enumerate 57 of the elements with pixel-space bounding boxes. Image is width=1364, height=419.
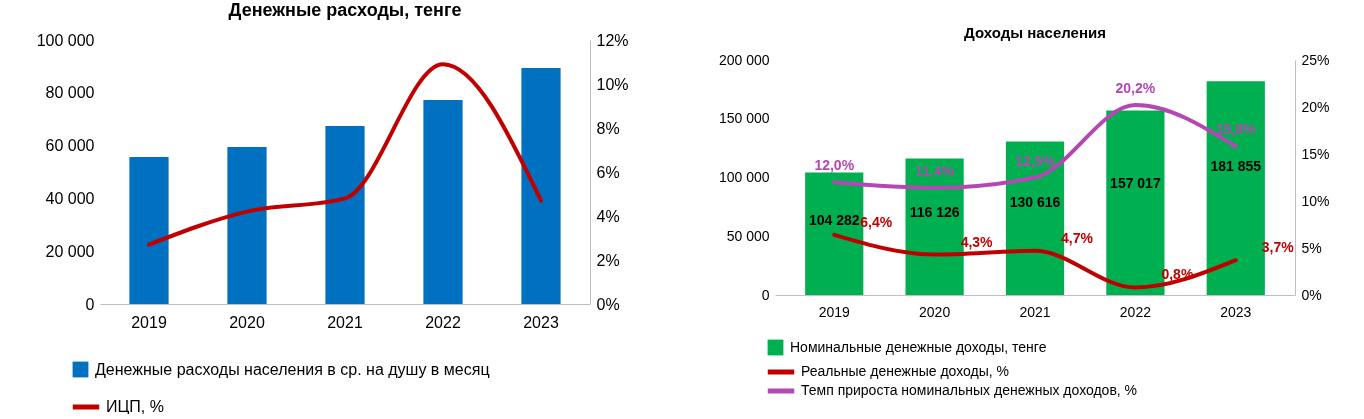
legend-label: Номинальные денежные доходы, тенге (790, 338, 1047, 355)
y-tick-label: 60 000 (45, 137, 95, 155)
y2-tick-label: 12% (596, 31, 629, 49)
y-tick-label: 150 000 (718, 110, 770, 127)
chart-title: Денежные расходы, тенге (228, 0, 462, 20)
y2-tick-label: 6% (596, 163, 620, 181)
data-label: 157 017 (1110, 175, 1161, 192)
y2-tick-label: 0% (1301, 286, 1322, 303)
x-tick-label: 2019 (818, 303, 851, 320)
bar (521, 67, 561, 304)
bar (227, 146, 267, 304)
y-tick-label: 20 000 (45, 242, 95, 260)
data-label: 11,4% (915, 162, 955, 179)
y-tick-label: 40 000 (45, 189, 95, 207)
bar (325, 126, 365, 304)
y-tick-label: 0 (85, 295, 95, 313)
y2-tick-label: 10% (596, 75, 629, 93)
y-tick-label: 0 (761, 286, 770, 303)
x-tick-label: 2021 (327, 313, 363, 331)
y-tick-label: 50 000 (726, 227, 770, 244)
data-label: 15,8% (1215, 121, 1257, 138)
y-tick-label: 200 000 (718, 51, 770, 68)
y2-tick-label: 4% (596, 207, 620, 225)
y-tick-label: 80 000 (45, 84, 95, 102)
bar (423, 99, 463, 304)
legend-label: Денежные расходы населения в ср. на душу в месяц (95, 360, 490, 378)
x-tick-label: 2019 (131, 313, 167, 331)
legend-label: Темп прироста номинальных денежных доходов, % (801, 382, 1138, 398)
y2-tick-label: 25% (1301, 51, 1330, 68)
line-series (832, 232, 1238, 290)
y2-tick-label: 5% (1301, 239, 1322, 256)
y2-tick-label: 15% (1301, 145, 1330, 162)
line-series (147, 62, 543, 247)
x-tick-label: 2022 (1119, 303, 1152, 320)
data-label: 104 282 (808, 212, 860, 229)
x-tick-label: 2022 (425, 313, 461, 331)
x-tick-label: 2021 (1019, 303, 1051, 320)
data-label: 116 126 (909, 204, 960, 221)
x-tick-label: 2023 (523, 313, 559, 331)
x-tick-label: 2020 (229, 313, 265, 331)
y2-tick-label: 0% (596, 295, 620, 313)
chart-title: Доходы населения (964, 24, 1106, 41)
data-label: 12,0% (814, 157, 855, 174)
x-tick-label: 2023 (1220, 303, 1252, 320)
y-tick-label: 100 000 (718, 169, 770, 185)
legend-label: Реальные денежные доходы, % (801, 363, 1009, 379)
y2-tick-label: 20% (1301, 98, 1330, 115)
data-label: 130 616 (1009, 193, 1061, 210)
y2-tick-label: 2% (596, 251, 620, 269)
bar (129, 156, 169, 304)
y-tick-label: 100 000 (36, 31, 95, 49)
data-label: 12,5% (1015, 152, 1056, 169)
y2-tick-label: 10% (1301, 192, 1330, 209)
data-label: 20,2% (1115, 80, 1156, 97)
y2-tick-label: 8% (596, 119, 620, 137)
data-label: 181 855 (1210, 157, 1262, 174)
x-tick-label: 2020 (919, 303, 951, 320)
